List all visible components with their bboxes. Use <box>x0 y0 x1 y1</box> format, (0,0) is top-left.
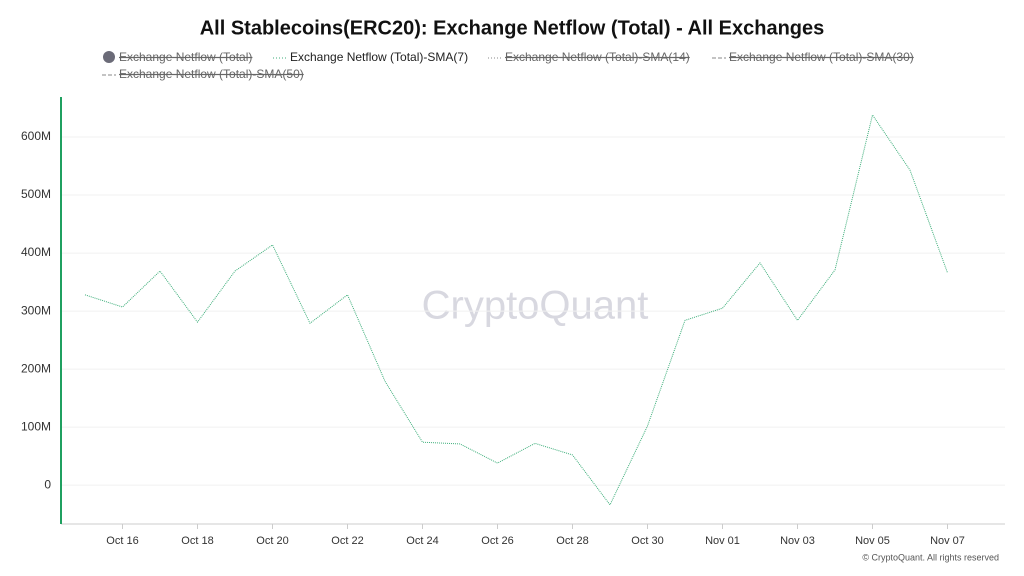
x-tick-label: Oct 18 <box>181 535 213 547</box>
x-tick-label: Nov 07 <box>930 535 965 547</box>
series-line <box>84 113 948 506</box>
y-tick-label: 100M <box>21 419 51 433</box>
x-tick-label: Oct 26 <box>481 535 513 547</box>
x-tick-label: Oct 30 <box>631 535 663 547</box>
y-tick-label: 400M <box>21 245 51 259</box>
footer: © CryptoQuant. All rights reserved <box>862 552 999 562</box>
x-tick-label: Oct 16 <box>106 535 138 547</box>
x-tick-label: Nov 05 <box>855 535 890 547</box>
x-tick-label: Oct 28 <box>556 535 588 547</box>
x-tick-label: Oct 20 <box>256 535 288 547</box>
y-tick-label: 600M <box>21 129 51 143</box>
x-tick-label: Oct 22 <box>331 535 363 547</box>
x-tick-label: Nov 01 <box>705 535 740 547</box>
x-tick-label: Nov 03 <box>780 535 815 547</box>
watermark: CryptoQuant <box>422 284 649 328</box>
legend-entry[interactable]: Exchange Netflow (Total)-SMA(14) <box>505 50 690 64</box>
y-tick-label: 300M <box>21 303 51 317</box>
legend-marker <box>103 51 115 63</box>
y-tick-label: 0 <box>44 477 51 491</box>
legend-entry[interactable]: Exchange Netflow (Total)-SMA(50) <box>119 67 304 81</box>
x-tick-label: Oct 24 <box>406 535 438 547</box>
legend-entry[interactable]: Exchange Netflow (Total)-SMA(7) <box>290 50 468 64</box>
legend-entry[interactable]: Exchange Netflow (Total)-SMA(30) <box>729 50 914 64</box>
chart-title: All Stablecoins(ERC20): Exchange Netflow… <box>200 17 825 39</box>
y-tick-label: 500M <box>21 187 51 201</box>
legend-entry[interactable]: Exchange Netflow (Total) <box>119 50 252 64</box>
y-tick-label: 200M <box>21 361 51 375</box>
